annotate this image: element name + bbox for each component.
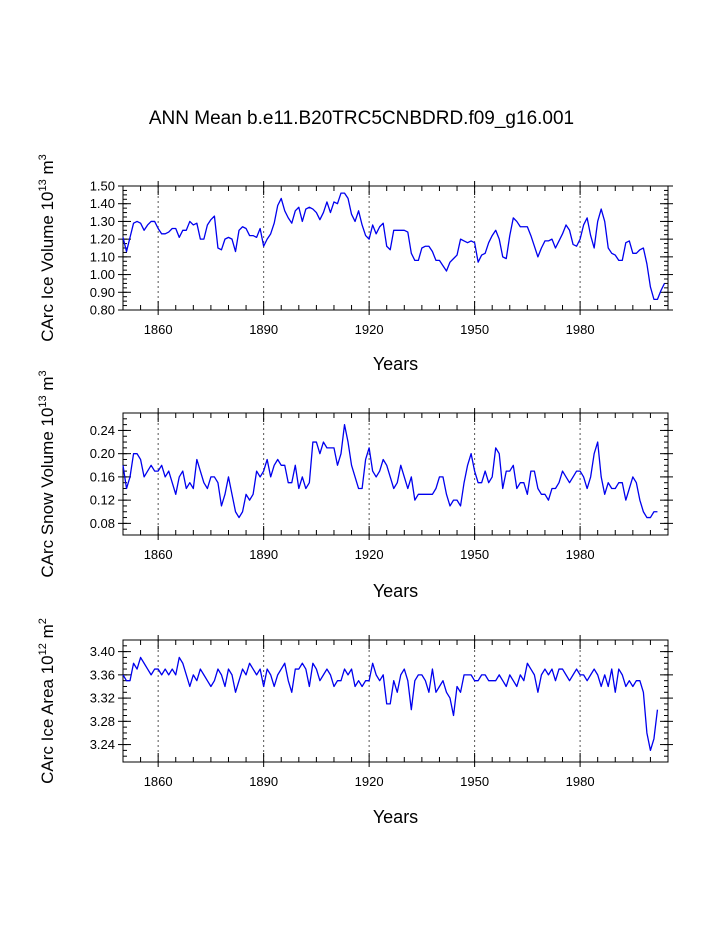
panel-1-ylabel: CArc Ice Volume 1013 m3 xyxy=(37,154,57,342)
panel-3-ylabel-part: CArc Ice Area 10 xyxy=(38,655,57,784)
panel-2-xtick-label: 1890 xyxy=(249,547,278,562)
panel-2-xlabel: Years xyxy=(373,581,418,601)
panel-1-ytick-label: 1.40 xyxy=(90,196,115,211)
panel-1-xtick-label: 1890 xyxy=(249,322,278,337)
panel-3-xtick-label: 1890 xyxy=(249,774,278,789)
panel-1-ytick-label: 1.30 xyxy=(90,214,115,229)
panel-2-frame xyxy=(122,412,669,536)
panel-1-ylabel-part: 3 xyxy=(37,154,49,160)
panel-3-xtick-label: 1860 xyxy=(144,774,173,789)
panel-2-ytick-label: 0.08 xyxy=(90,516,115,531)
panel-3-ytick-label: 3.28 xyxy=(90,714,115,729)
panel-3-ytick-label: 3.40 xyxy=(90,644,115,659)
panel-2-ytick-label: 0.20 xyxy=(90,446,115,461)
panel-1-xlabel: Years xyxy=(373,354,418,374)
panel-1-ytick-label: 0.90 xyxy=(90,285,115,300)
panel-3-series-line xyxy=(122,656,659,752)
panel-2-ylabel: CArc Snow Volume 1013 m3 xyxy=(37,370,57,577)
panel-2-ytick-label: 0.16 xyxy=(90,469,115,484)
panel-1-ytick-label: 0.80 xyxy=(90,303,115,318)
panel-1-ylabel-part: CArc Ice Volume 10 xyxy=(38,192,57,342)
panel-2-xtick-label: 1920 xyxy=(355,547,384,562)
panel-1-ylabel-part: 13 xyxy=(37,179,49,191)
panel-2-ytick-label: 0.12 xyxy=(90,493,115,508)
panel-1-ytick-label: 1.20 xyxy=(90,232,115,247)
panel-1-frame xyxy=(122,185,669,311)
panel-2-series-line xyxy=(122,423,658,519)
panel-3-xtick-label: 1950 xyxy=(460,774,489,789)
panel-1-xtick-label: 1860 xyxy=(144,322,173,337)
panel-1-ylabel-part: m xyxy=(38,160,57,179)
panel-2-ylabel-part: 3 xyxy=(37,370,49,376)
panel-3-xtick-label: 1980 xyxy=(566,774,595,789)
panel-2-xtick-label: 1860 xyxy=(144,547,173,562)
panel-3-ytick-label: 3.32 xyxy=(90,691,115,706)
panel-3-ytick-label: 3.24 xyxy=(90,737,115,752)
panel-2-ylabel-part: m xyxy=(38,376,57,395)
panel-1-xtick-label: 1980 xyxy=(566,322,595,337)
panel-3-xlabel: Years xyxy=(373,807,418,827)
panel-2-xtick-label: 1950 xyxy=(460,547,489,562)
panel-3-xtick-label: 1920 xyxy=(355,774,384,789)
panel-1-ytick-label: 1.10 xyxy=(90,249,115,264)
chart-title: ANN Mean b.e11.B20TRC5CNBDRD.f09_g16.001 xyxy=(148,108,575,129)
panel-1-ytick-label: 1.00 xyxy=(90,267,115,282)
panel-1-xtick-label: 1920 xyxy=(355,322,384,337)
panel-3-ylabel-part: 12 xyxy=(37,643,49,655)
panel-2-xtick-label: 1980 xyxy=(566,547,595,562)
panel-1-ytick-label: 1.50 xyxy=(90,179,115,194)
panel-3-ylabel-part: 2 xyxy=(37,618,49,624)
panel-2-ytick-label: 0.24 xyxy=(90,423,115,438)
panel-3-ylabel-part: m xyxy=(38,624,57,643)
panel-3-ytick-label: 3.36 xyxy=(90,667,115,682)
panel-2-ylabel-part: 13 xyxy=(37,395,49,407)
panel-2-ylabel-part: CArc Snow Volume 10 xyxy=(38,408,57,578)
panel-1-xtick-label: 1950 xyxy=(460,322,489,337)
panel-3-ylabel: CArc Ice Area 1012 m2 xyxy=(37,618,57,784)
panel-1-series-line xyxy=(122,192,666,301)
panel-3-frame xyxy=(122,639,669,763)
